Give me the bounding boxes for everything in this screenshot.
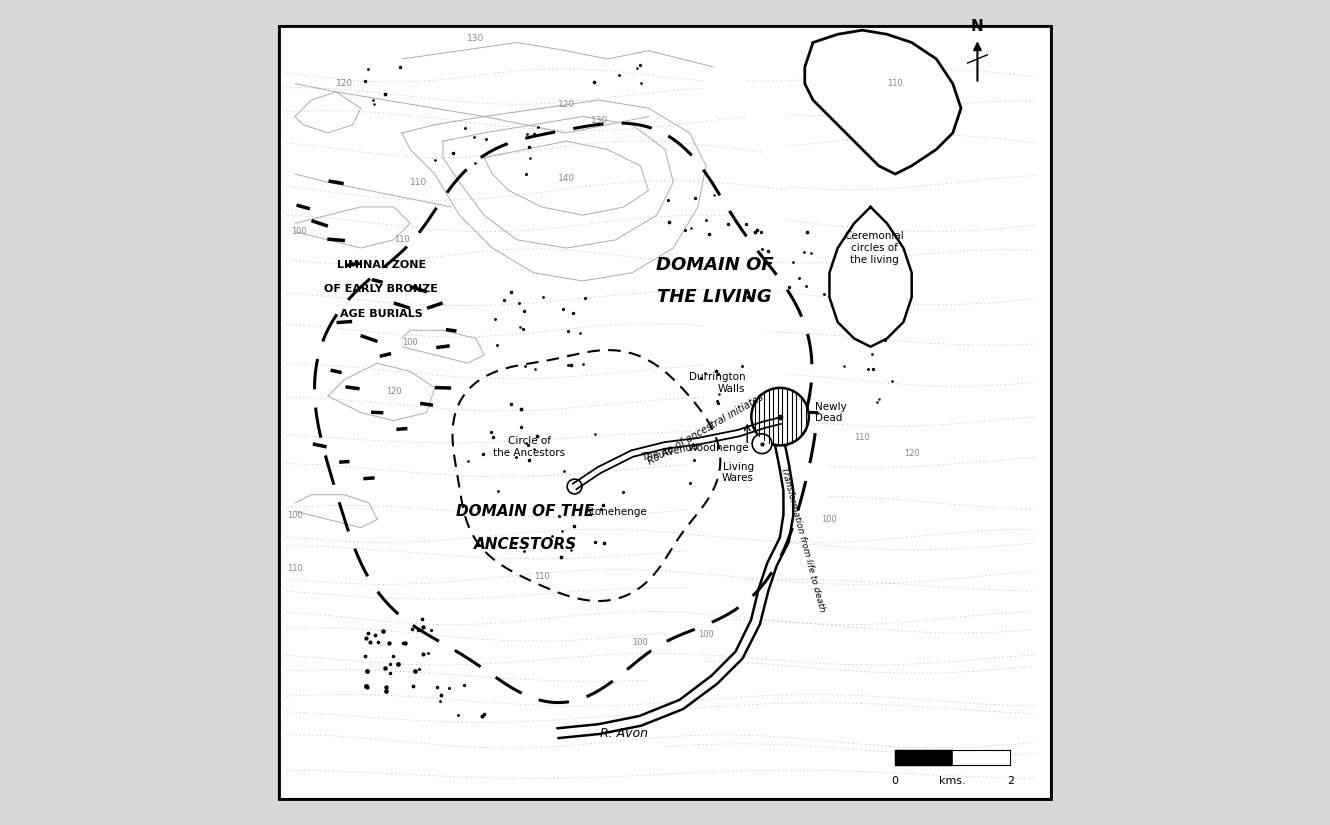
Text: Living
Wares: Living Wares [722, 462, 754, 483]
Text: The Avenue: The Avenue [640, 441, 698, 463]
Circle shape [751, 388, 809, 446]
Text: 110: 110 [887, 79, 903, 88]
Text: 120: 120 [386, 388, 402, 397]
Text: Circle of
the Ancestors: Circle of the Ancestors [493, 436, 565, 458]
Polygon shape [557, 445, 793, 738]
Text: DOMAIN OF: DOMAIN OF [656, 256, 773, 274]
Text: Durrington
Walls: Durrington Walls [689, 372, 746, 394]
Text: 110: 110 [533, 573, 549, 582]
Text: Stonehenge: Stonehenge [584, 507, 648, 517]
FancyBboxPatch shape [278, 26, 1052, 799]
Text: 120: 120 [904, 449, 919, 458]
Text: 120: 120 [335, 79, 352, 88]
Polygon shape [805, 31, 962, 174]
Polygon shape [830, 207, 911, 346]
Text: Newly
Dead: Newly Dead [815, 402, 846, 423]
Text: 100: 100 [402, 338, 418, 347]
Text: Transformation from life to death: Transformation from life to death [779, 466, 827, 613]
Text: 130: 130 [467, 34, 484, 43]
Text: N: N [971, 19, 984, 35]
Text: kms.: kms. [939, 776, 966, 786]
Text: Ceremonial
circles of
the living: Ceremonial circles of the living [845, 232, 904, 265]
Text: Route of ancestral initiates: Route of ancestral initiates [646, 392, 766, 466]
Text: DOMAIN OF THE: DOMAIN OF THE [456, 504, 595, 519]
Text: 120: 120 [557, 100, 575, 109]
Circle shape [567, 479, 583, 494]
Text: R. Avon: R. Avon [600, 727, 648, 740]
Text: 100: 100 [287, 511, 303, 520]
Text: 100: 100 [633, 639, 648, 648]
Text: 110: 110 [287, 564, 303, 573]
Text: OF EARLY BRONZE: OF EARLY BRONZE [325, 284, 439, 295]
Circle shape [753, 434, 771, 454]
Text: 140: 140 [557, 174, 575, 182]
Text: THE LIVING: THE LIVING [657, 289, 771, 306]
Text: 110: 110 [410, 177, 427, 186]
Text: LIMINAL ZONE: LIMINAL ZONE [336, 260, 426, 270]
Text: Woodhenge: Woodhenge [688, 443, 750, 453]
Text: 0: 0 [891, 776, 899, 786]
Text: 130: 130 [591, 116, 608, 125]
Text: ANCESTORS: ANCESTORS [473, 536, 577, 552]
Text: AGE BURIALS: AGE BURIALS [340, 309, 423, 318]
Text: 110: 110 [394, 235, 410, 244]
Text: 100: 100 [822, 515, 838, 524]
Text: 2: 2 [1007, 776, 1013, 786]
Text: 110: 110 [854, 432, 870, 441]
Text: 100: 100 [291, 227, 307, 236]
Text: 100: 100 [698, 630, 714, 639]
